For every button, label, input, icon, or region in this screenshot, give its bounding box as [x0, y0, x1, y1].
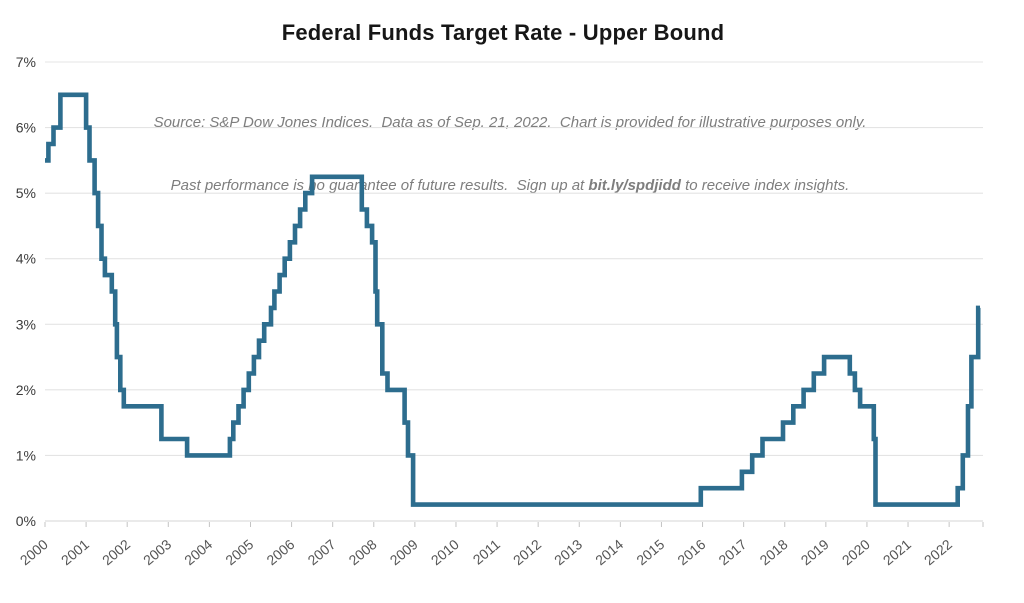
x-axis-label: 2005 — [222, 536, 256, 568]
y-axis-label: 2% — [16, 382, 36, 398]
x-axis-label: 2016 — [674, 536, 708, 568]
y-axis-label: 3% — [16, 316, 36, 332]
y-axis-label: 7% — [16, 54, 36, 70]
x-axis-label: 2002 — [99, 536, 133, 568]
x-axis-label: 2014 — [592, 536, 626, 568]
y-axis-label: 6% — [16, 120, 36, 136]
x-axis-label: 2015 — [633, 536, 667, 568]
subtitle-link: bit.ly/spdjidd — [588, 177, 681, 194]
x-axis-label: 2000 — [17, 536, 51, 568]
x-axis-label: 2001 — [58, 536, 92, 568]
subtitle-line-1: Source: S&P Dow Jones Indices. Data as o… — [0, 112, 1020, 133]
y-axis-label: 0% — [16, 513, 36, 529]
x-axis-label: 2007 — [304, 536, 338, 568]
x-axis-label: 2012 — [510, 536, 544, 568]
x-axis-label: 2004 — [181, 536, 215, 568]
chart-title: Federal Funds Target Rate - Upper Bound — [281, 20, 725, 45]
y-axis-label: 5% — [16, 185, 36, 201]
x-axis-label: 2022 — [921, 536, 955, 568]
x-axis-label: 2011 — [470, 536, 504, 568]
x-axis-label: 2018 — [757, 536, 791, 568]
x-axis-label: 2020 — [839, 536, 873, 568]
x-axis-label: 2003 — [140, 536, 174, 568]
x-axis-label: 2006 — [263, 536, 297, 568]
x-axis-label: 2009 — [387, 536, 421, 568]
subtitle-line-2: Past performance is no guarantee of futu… — [0, 175, 1020, 196]
x-axis-label: 2008 — [346, 536, 380, 568]
y-axis-label: 1% — [16, 447, 36, 463]
subtitle-source-text: Source: S&P Dow Jones Indices. Data as o… — [153, 114, 867, 131]
x-axis-label: 2013 — [551, 536, 585, 568]
x-axis-label: 2010 — [428, 536, 462, 568]
x-axis-label: 2017 — [715, 536, 749, 568]
subtitle-closing-text: to receive index insights. — [680, 177, 850, 194]
x-axis-label: 2021 — [880, 536, 914, 568]
x-axis-label: 2019 — [798, 536, 832, 568]
chart-subtitle: Source: S&P Dow Jones Indices. Data as o… — [0, 70, 1020, 217]
y-axis-label: 4% — [16, 251, 36, 267]
rate-step-line — [45, 92, 981, 507]
